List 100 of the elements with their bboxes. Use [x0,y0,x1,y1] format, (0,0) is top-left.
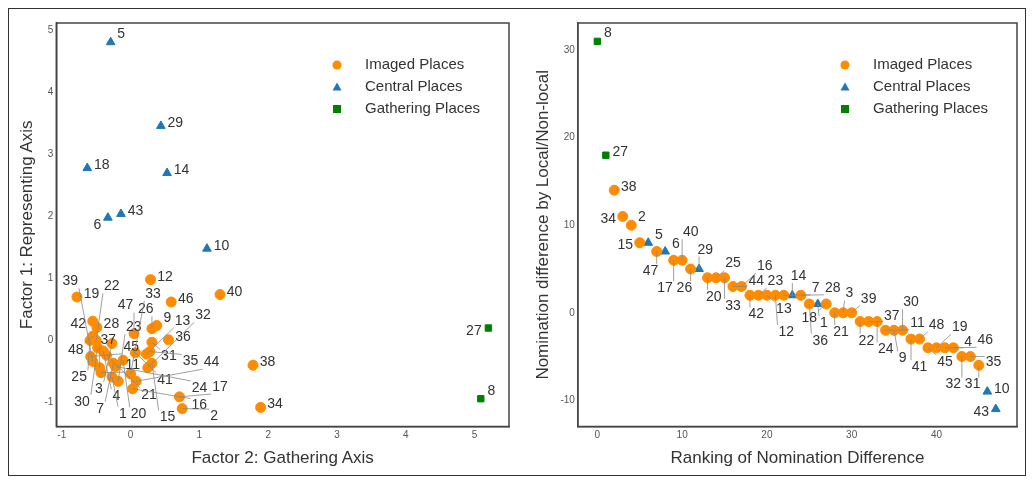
annotation: 8 [487,381,496,398]
annotation: 21 [141,385,157,402]
legend-label: Gathering Places [365,99,481,117]
annotation: 4 [964,333,973,350]
annotation: 3 [845,284,854,301]
annotation: 19 [952,318,968,335]
annotation: 23 [125,318,142,335]
y-tick-label: 20 [563,131,576,143]
annotation: 21 [833,322,849,339]
annotation: 24 [191,378,208,395]
annotation: 44 [203,353,220,370]
annotation: 34 [267,395,284,412]
annotation: 22 [858,331,875,348]
legend-label: Central Places [365,77,463,95]
annotation: 42 [70,314,87,331]
annotation: 38 [621,178,637,195]
y-tick-label: 30 [563,43,576,55]
annotation: 44 [748,272,765,289]
annotation: 7 [811,278,820,295]
annotation: 37 [884,307,900,324]
annotation: 29 [167,113,184,130]
annotation: 10 [994,379,1010,396]
annotation: 48 [68,341,84,358]
annotation: 9 [163,308,172,325]
annotation: 13 [174,311,191,328]
annotation: 27 [612,143,629,160]
annotation: 42 [748,305,765,322]
annotation: 26 [676,279,693,296]
annotation: 41 [911,357,928,374]
annotation: 3 [94,379,103,396]
y-tick-label: 0 [47,333,54,345]
annotation: 1 [118,404,127,421]
annotation: 12 [157,267,174,284]
annotation: 1 [820,314,829,331]
annotation: 16 [191,396,208,413]
x-tick-label: 30 [846,429,858,441]
annotation: 11 [125,356,141,373]
annotation: 31 [161,347,177,364]
annotation: 17 [212,377,229,394]
annotation: 45 [123,337,140,354]
annotation: 25 [71,367,88,384]
annotation: 18 [93,156,110,173]
annotation: 14 [173,161,190,178]
y-axis-title: Nomination difference by Local/Non-local [532,69,552,380]
annotation: 46 [177,290,194,306]
annotation: 41 [157,370,174,387]
y-tick-label: 4 [47,85,54,97]
x-tick-label: 2 [265,429,272,441]
legend-label: Gathering Places [873,99,989,117]
annotation: 4 [112,387,121,404]
annotation: 25 [725,254,742,271]
annotation: 29 [697,240,714,257]
x-axis-title: Factor 2: Gathering Axis [191,448,374,468]
annotation: 43 [127,201,144,218]
x-tick-label: 4 [403,429,410,441]
y-tick-label: 3 [47,147,54,159]
annotation: 46 [977,331,994,348]
annotation: 9 [898,349,907,366]
annotation: 24 [877,340,894,357]
x-tick-label: 40 [930,429,943,441]
annotation: 5 [654,225,663,242]
x-tick-label: 20 [761,429,773,441]
y-tick-label: 2 [47,209,54,221]
x-tick-label: 10 [676,429,689,441]
annotation: 7 [96,399,105,416]
annotation: 33 [145,284,162,301]
annotation: 43 [973,402,990,419]
x-tick-label: -1 [57,429,67,441]
x-tick-label: 0 [594,429,601,441]
annotation: 30 [903,293,920,310]
annotation: 6 [93,216,102,233]
annotation: 10 [213,236,230,253]
annotation: 39 [62,272,79,289]
y-tick-label: -1 [44,395,54,407]
annotation: 27 [466,321,482,338]
annotation: 2 [210,406,219,423]
y-tick-label: -10 [560,394,576,406]
x-tick-label: 0 [127,429,134,441]
x-tick-label: 1 [196,429,203,441]
legend-label: Central Places [873,77,971,95]
annotation: 48 [928,315,945,332]
annotation: 22 [103,277,120,294]
annotation: 26 [137,300,154,317]
annotation: 28 [824,278,841,295]
annotation: 47 [117,296,134,313]
annotation: 19 [83,285,100,302]
annotation: 18 [801,309,818,326]
annotation: 36 [175,327,191,344]
annotation: 33 [725,296,742,313]
annotation: 35 [182,352,199,369]
annotation: 32 [945,375,962,392]
annotation: 6 [671,234,680,251]
annotation: 5 [117,25,126,42]
annotation: 30 [74,392,91,409]
annotation: 15 [159,408,176,425]
annotation: 13 [776,300,792,317]
annotation: 47 [642,261,659,278]
annotation: 20 [130,405,147,422]
annotation: 40 [226,282,243,299]
annotation: 12 [778,322,795,339]
